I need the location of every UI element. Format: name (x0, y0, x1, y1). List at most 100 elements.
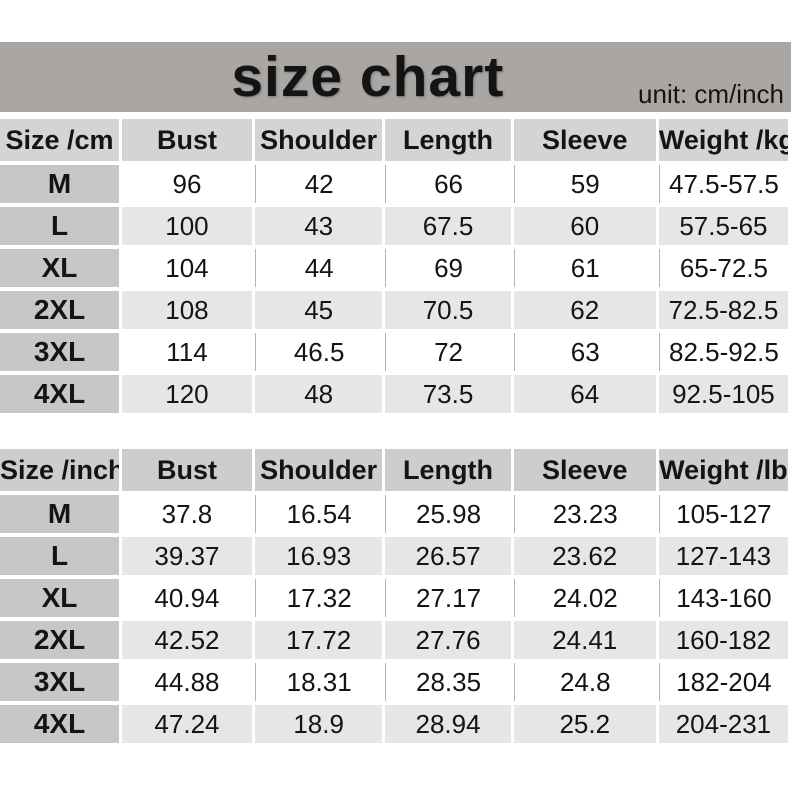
size-label-cell: M (0, 495, 120, 533)
data-cell: 62 (513, 291, 656, 329)
size-unit-header-cell: Size /cm (0, 119, 120, 161)
table-row: 3XL 114 46.5 72 63 82.5-92.5 (0, 333, 788, 371)
data-cell: 25.98 (385, 495, 511, 533)
data-cell: 40.94 (122, 579, 252, 617)
size-label-cell: 2XL (0, 621, 120, 659)
table-row: XL 40.94 17.32 27.17 24.02 143-160 (0, 579, 788, 617)
data-cell: 204-231 (658, 705, 788, 743)
header-row: Size /cm Bust Shoulder Length Sleeve Weight /… (0, 119, 788, 161)
header-cell: Shoulder (254, 119, 383, 161)
data-cell: 160-182 (658, 621, 788, 659)
data-cell: 42.52 (122, 621, 252, 659)
data-cell: 70.5 (385, 291, 511, 329)
size-label-cell: L (0, 207, 120, 245)
data-cell: 143-160 (658, 579, 788, 617)
data-cell: 17.32 (254, 579, 383, 617)
size-label-cell: XL (0, 579, 120, 617)
data-cell: 37.8 (122, 495, 252, 533)
header-cell: Shoulder (254, 449, 383, 491)
data-cell: 45 (254, 291, 383, 329)
data-cell: 18.9 (254, 705, 383, 743)
size-label-cell: 2XL (0, 291, 120, 329)
data-cell: 47.24 (122, 705, 252, 743)
data-cell: 105-127 (658, 495, 788, 533)
header-cell: Length (385, 449, 511, 491)
unit-label: unit: cm/inch (638, 79, 784, 109)
data-cell: 120 (122, 375, 252, 413)
data-cell: 24.8 (513, 663, 656, 701)
header-cell: Length (385, 119, 511, 161)
header-cell: Sleeve (513, 119, 656, 161)
data-cell: 46.5 (254, 333, 383, 371)
data-cell: 59 (513, 165, 656, 203)
data-cell: 104 (122, 249, 252, 287)
data-cell: 27.76 (385, 621, 511, 659)
data-cell: 72 (385, 333, 511, 371)
size-unit-header-cell: Size /inch (0, 449, 120, 491)
table-row: 2XL 108 45 70.5 62 72.5-82.5 (0, 291, 788, 329)
data-cell: 57.5-65 (658, 207, 788, 245)
table-row: 4XL 120 48 73.5 64 92.5-105 (0, 375, 788, 413)
data-cell: 24.02 (513, 579, 656, 617)
size-label-cell: L (0, 537, 120, 575)
data-cell: 60 (513, 207, 656, 245)
data-cell: 47.5-57.5 (658, 165, 788, 203)
data-cell: 23.62 (513, 537, 656, 575)
data-cell: 39.37 (122, 537, 252, 575)
header-cell: Sleeve (513, 449, 656, 491)
table-row: 2XL 42.52 17.72 27.76 24.41 160-182 (0, 621, 788, 659)
data-cell: 72.5-82.5 (658, 291, 788, 329)
page-title: size chart (231, 45, 505, 109)
data-cell: 69 (385, 249, 511, 287)
size-label-cell: XL (0, 249, 120, 287)
data-cell: 25.2 (513, 705, 656, 743)
data-cell: 44 (254, 249, 383, 287)
header-cell: Weight /lb (658, 449, 788, 491)
data-cell: 61 (513, 249, 656, 287)
data-cell: 96 (122, 165, 252, 203)
header-row: Size /inch Bust Shoulder Length Sleeve Weight… (0, 449, 788, 491)
data-cell: 42 (254, 165, 383, 203)
data-cell: 23.23 (513, 495, 656, 533)
data-cell: 108 (122, 291, 252, 329)
data-cell: 66 (385, 165, 511, 203)
data-cell: 16.93 (254, 537, 383, 575)
table-row: L 39.37 16.93 26.57 23.62 127-143 (0, 537, 788, 575)
size-label-cell: 3XL (0, 663, 120, 701)
data-cell: 27.17 (385, 579, 511, 617)
header-cell: Bust (122, 119, 252, 161)
header-cell: Bust (122, 449, 252, 491)
size-label-cell: 4XL (0, 705, 120, 743)
table-row: M 37.8 16.54 25.98 23.23 105-127 (0, 495, 788, 533)
data-cell: 114 (122, 333, 252, 371)
table-row: M 96 42 66 59 47.5-57.5 (0, 165, 788, 203)
data-cell: 18.31 (254, 663, 383, 701)
data-cell: 67.5 (385, 207, 511, 245)
data-cell: 182-204 (658, 663, 788, 701)
data-cell: 44.88 (122, 663, 252, 701)
data-cell: 64 (513, 375, 656, 413)
size-table-inch: Size /inch Bust Shoulder Length Sleeve Weight… (0, 445, 791, 747)
data-cell: 63 (513, 333, 656, 371)
data-cell: 65-72.5 (658, 249, 788, 287)
size-label-cell: M (0, 165, 120, 203)
data-cell: 43 (254, 207, 383, 245)
data-cell: 28.94 (385, 705, 511, 743)
data-cell: 24.41 (513, 621, 656, 659)
data-cell: 17.72 (254, 621, 383, 659)
data-cell: 16.54 (254, 495, 383, 533)
header-cell: Weight /kg (658, 119, 788, 161)
data-cell: 26.57 (385, 537, 511, 575)
data-cell: 127-143 (658, 537, 788, 575)
data-cell: 28.35 (385, 663, 511, 701)
banner: size chart unit: cm/inch (0, 42, 791, 112)
table-row: 3XL 44.88 18.31 28.35 24.8 182-204 (0, 663, 788, 701)
data-cell: 73.5 (385, 375, 511, 413)
data-cell: 48 (254, 375, 383, 413)
table-row: XL 104 44 69 61 65-72.5 (0, 249, 788, 287)
data-cell: 92.5-105 (658, 375, 788, 413)
data-cell: 100 (122, 207, 252, 245)
size-table-cm: Size /cm Bust Shoulder Length Sleeve Weight /… (0, 115, 791, 417)
table-row: L 100 43 67.5 60 57.5-65 (0, 207, 788, 245)
